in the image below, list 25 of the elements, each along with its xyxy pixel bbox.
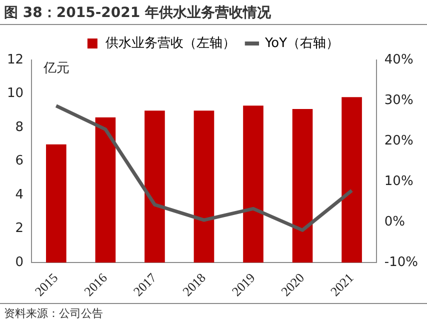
y-tick-label: 0 xyxy=(15,254,24,270)
y-tick-label: 12 xyxy=(6,52,24,68)
bar xyxy=(144,110,165,263)
y2-tick-label: 40% xyxy=(384,52,414,68)
bar xyxy=(243,106,264,263)
bar xyxy=(342,97,362,263)
y2-tick-label: -10% xyxy=(384,254,418,270)
bar xyxy=(46,144,66,263)
chart-title: 图 38：2015-2021 年供水业务营收情况 xyxy=(0,0,427,25)
bar xyxy=(95,117,116,263)
y-tick-label: 8 xyxy=(15,120,24,135)
y-tick-label: 6 xyxy=(15,154,24,169)
y-tick-label: 4 xyxy=(15,187,24,202)
y2-tick-label: 30% xyxy=(384,92,414,108)
y2-tick-label: 20% xyxy=(384,133,414,148)
y-axis-title: 亿元 xyxy=(42,60,70,76)
legend-label: 供水业务营收（左轴） xyxy=(105,36,236,51)
y-tick-label: 2 xyxy=(15,221,24,236)
text: 资料来源：公司公告 xyxy=(0,303,427,324)
bar xyxy=(292,108,313,263)
y2-tick-label: 10% xyxy=(384,174,414,189)
y2-tick-label: 0% xyxy=(384,214,406,230)
bar xyxy=(194,110,214,263)
y-tick-label: 10 xyxy=(6,86,24,102)
legend-label: YoY（右轴） xyxy=(264,36,340,51)
